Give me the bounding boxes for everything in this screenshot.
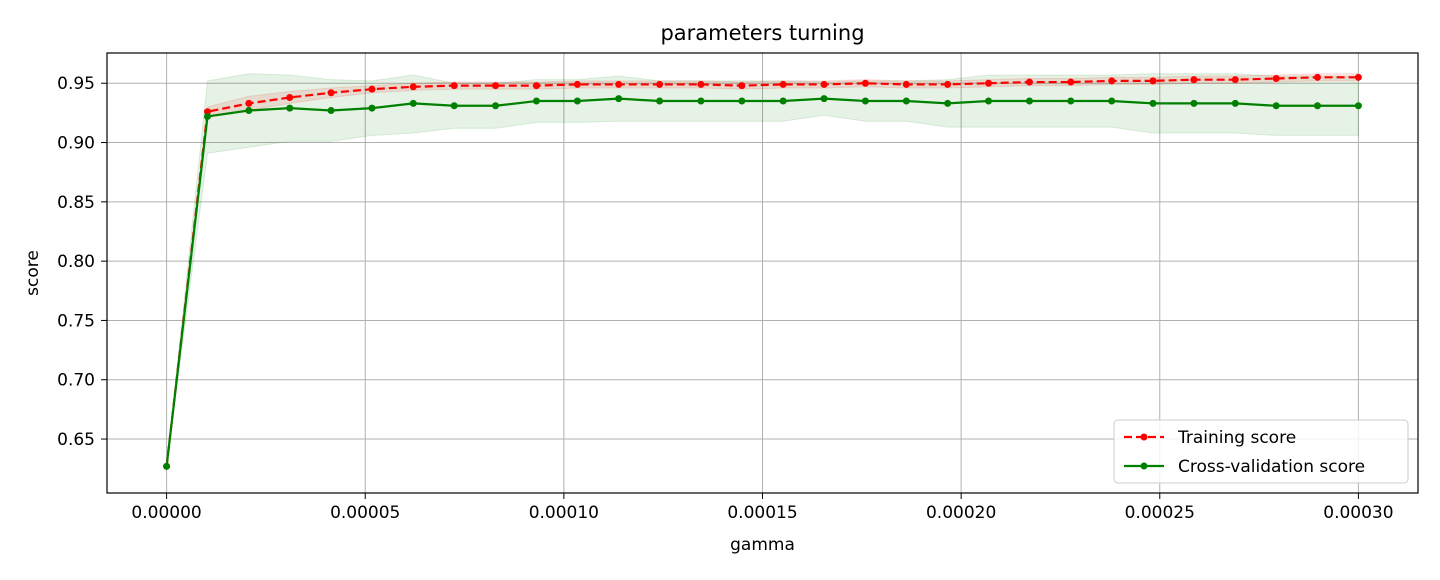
point-training: [327, 89, 335, 97]
point-training: [656, 80, 664, 88]
point-training: [820, 80, 828, 88]
legend-marker-training: [1140, 433, 1148, 441]
point-training: [738, 82, 746, 90]
y-tick-label: 0.85: [57, 193, 95, 213]
point-cross-validation: [1149, 99, 1157, 107]
point-training: [1190, 76, 1198, 84]
point-cross-validation: [902, 97, 910, 105]
point-training: [1231, 76, 1239, 84]
point-cross-validation: [1231, 99, 1239, 107]
point-cross-validation: [1067, 97, 1075, 105]
y-tick-label: 0.80: [57, 252, 95, 272]
legend-label-cross-validation: Cross-validation score: [1178, 457, 1365, 477]
point-training: [779, 80, 787, 88]
point-training: [985, 79, 993, 87]
y-tick-label: 0.90: [57, 134, 95, 154]
y-axis-label: score: [23, 250, 43, 296]
point-cross-validation: [573, 97, 581, 105]
point-training: [1108, 77, 1116, 85]
x-tick-label: 0.00005: [330, 503, 400, 523]
x-tick-label: 0.00010: [529, 503, 599, 523]
point-cross-validation: [985, 97, 993, 105]
point-cross-validation: [779, 97, 787, 105]
x-tick-label: 0.00000: [131, 503, 201, 523]
point-training: [615, 80, 623, 88]
point-cross-validation: [615, 95, 623, 103]
line-layer: [165, 76, 1359, 467]
point-training: [573, 80, 581, 88]
point-cross-validation: [1025, 97, 1033, 105]
y-tick-label: 0.95: [57, 74, 95, 94]
y-tick-label: 0.70: [57, 371, 95, 391]
x-tick-label: 0.00015: [727, 503, 797, 523]
point-cross-validation: [944, 99, 952, 107]
point-training: [1025, 78, 1033, 86]
point-training: [944, 80, 952, 88]
x-axis-label: gamma: [730, 535, 795, 555]
line-cross-validation: [165, 97, 1359, 467]
y-tick-label: 0.65: [57, 430, 95, 450]
point-training: [1354, 73, 1362, 81]
point-training: [245, 99, 253, 107]
point-cross-validation: [204, 112, 212, 120]
point-training: [409, 83, 417, 91]
point-cross-validation: [368, 104, 376, 112]
point-training: [286, 93, 294, 101]
point-cross-validation: [697, 97, 705, 105]
point-cross-validation: [1108, 97, 1116, 105]
line-training: [165, 76, 1359, 467]
point-cross-validation: [738, 97, 746, 105]
point-training: [1067, 78, 1075, 86]
legend: Training score Cross-validation score: [1113, 419, 1409, 484]
point-cross-validation: [450, 102, 458, 110]
point-cross-validation: [1354, 102, 1362, 110]
point-cross-validation: [163, 462, 171, 470]
point-cross-validation: [1272, 102, 1280, 110]
point-cross-validation: [492, 102, 500, 110]
point-cross-validation: [1313, 102, 1321, 110]
x-tick-label: 0.00025: [1125, 503, 1195, 523]
legend-box: [1113, 419, 1409, 484]
y-tick-label: 0.75: [57, 311, 95, 331]
point-training: [1313, 73, 1321, 81]
point-training: [1149, 77, 1157, 85]
point-training: [697, 80, 705, 88]
point-cross-validation: [861, 97, 869, 105]
point-cross-validation: [286, 104, 294, 112]
point-cross-validation: [409, 99, 417, 107]
legend-marker-cross-validation: [1140, 462, 1148, 470]
tick-layer: 0.00000 0.00005 0.00010 0.00015 0.00020 0.000…: [57, 74, 1393, 523]
chart-title: parameters turning: [660, 21, 864, 45]
point-training: [902, 80, 910, 88]
point-training: [492, 82, 500, 90]
point-training: [450, 82, 458, 90]
point-cross-validation: [532, 97, 540, 105]
point-cross-validation: [656, 97, 664, 105]
point-training: [1272, 74, 1280, 82]
marker-layer: [163, 73, 1362, 470]
point-cross-validation: [1190, 99, 1198, 107]
x-tick-label: 0.00020: [926, 503, 996, 523]
point-training: [368, 85, 376, 93]
point-cross-validation: [820, 95, 828, 103]
legend-label-training: Training score: [1177, 428, 1296, 448]
point-training: [532, 82, 540, 90]
point-training: [861, 79, 869, 87]
point-cross-validation: [245, 107, 253, 115]
point-cross-validation: [327, 107, 335, 115]
x-tick-label: 0.00030: [1323, 503, 1393, 523]
